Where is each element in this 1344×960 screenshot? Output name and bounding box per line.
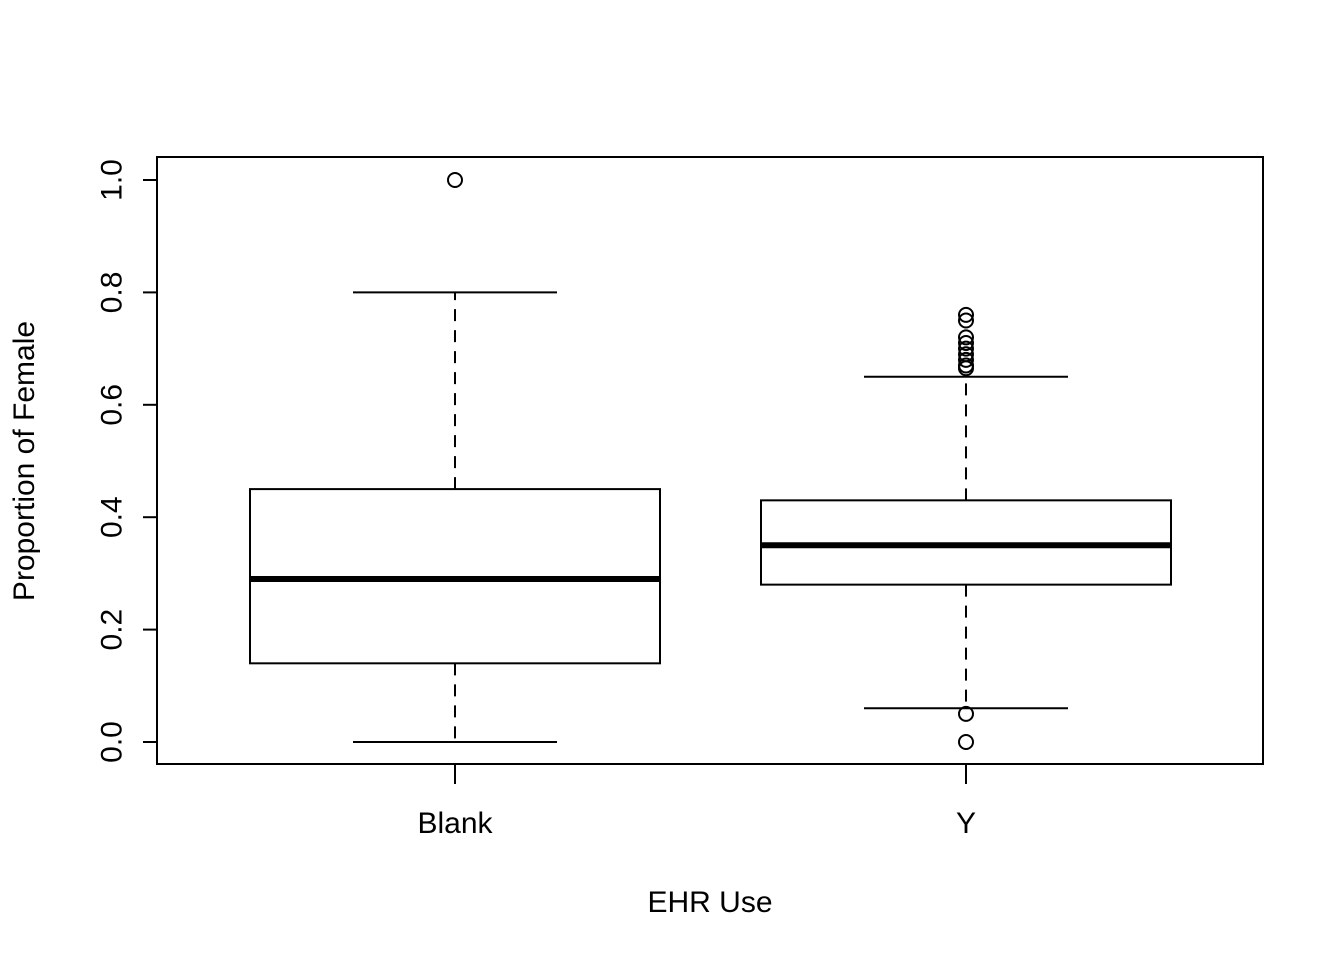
outlier-point bbox=[958, 329, 974, 346]
outlier-point bbox=[958, 340, 974, 357]
y-tick-label: 0.2 bbox=[96, 609, 129, 651]
box-group bbox=[760, 306, 1172, 750]
box-group bbox=[249, 172, 661, 743]
outlier-point bbox=[958, 705, 974, 722]
outlier-point bbox=[958, 312, 974, 329]
x-tick-label: Blank bbox=[417, 807, 493, 840]
outlier-point bbox=[958, 351, 974, 368]
y-axis: 0.0 0.2 0.4 0.6 0.8 1.0 bbox=[96, 159, 158, 763]
x-axis: Blank Y bbox=[417, 764, 976, 840]
outlier-point bbox=[958, 360, 974, 377]
boxes bbox=[249, 172, 1172, 750]
y-tick-label: 0.8 bbox=[96, 272, 129, 314]
y-tick-label: 0.6 bbox=[96, 384, 129, 426]
y-tick-label: 0.4 bbox=[96, 496, 129, 538]
y-axis-title: Proportion of Female bbox=[8, 321, 41, 601]
y-tick-label: 1.0 bbox=[96, 159, 129, 201]
outlier-point bbox=[958, 334, 974, 351]
y-tick-label: 0.0 bbox=[96, 721, 129, 763]
plot-frame bbox=[156, 156, 1264, 765]
x-tick-label: Y bbox=[956, 807, 976, 840]
outlier-point bbox=[447, 172, 463, 188]
x-axis-title: EHR Use bbox=[647, 886, 772, 919]
outlier-point bbox=[958, 306, 974, 323]
outlier-point bbox=[958, 734, 974, 750]
